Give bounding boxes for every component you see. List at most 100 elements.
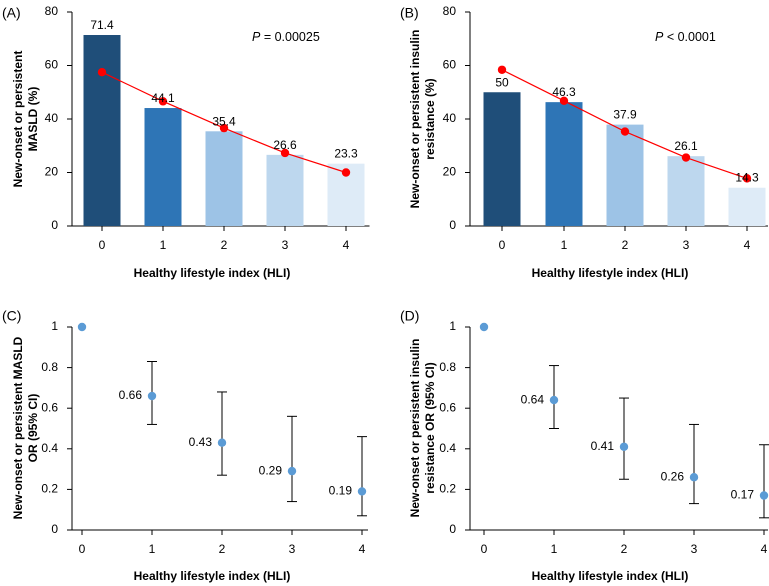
- x-axis-title: Healthy lifestyle index (HLI): [134, 266, 291, 280]
- y-tick-label: 20: [443, 165, 457, 179]
- data-label: 14.3: [735, 171, 759, 185]
- y-tick-label: 80: [443, 4, 457, 18]
- error-bar-hli-3: [689, 423, 699, 505]
- trend-point: [681, 153, 691, 162]
- bar-hli-1: [545, 102, 583, 226]
- x-tick-label: 4: [343, 238, 350, 252]
- data-label: 26.6: [273, 138, 297, 152]
- y-tick-label: 60: [443, 58, 457, 72]
- y-axis-title: New-onset or persistent insulinresistanc…: [408, 339, 437, 518]
- bar-hli-2: [205, 131, 243, 226]
- bar-hli-0: [483, 92, 521, 226]
- data-label: 0.41: [591, 439, 615, 453]
- y-tick-label: 0.2: [439, 482, 456, 496]
- data-label: 0.43: [189, 435, 213, 449]
- y-tick-label: 40: [443, 111, 457, 125]
- data-label: 0.26: [661, 469, 685, 483]
- x-tick-label: 2: [622, 238, 629, 252]
- y-tick-label: 40: [45, 111, 59, 125]
- y-axis-title-line: New-onset or persistent: [11, 51, 25, 188]
- y-tick-label: 80: [45, 4, 59, 18]
- y-tick-label: 1: [449, 319, 456, 333]
- chart-panel-b: (B) 0 20 40 60 80 0 1 2 3 4 Healthy lifestyle index…: [400, 4, 768, 280]
- chart-panel-c: (C) 0 0.2 0.4 0.6 0.8 1 0 1 2 3 4 Healthy lifestyle …: [2, 308, 368, 583]
- x-tick-label: 0: [79, 542, 86, 556]
- trend-point: [97, 67, 107, 77]
- or-point-hli-0: [479, 322, 489, 332]
- data-label: 37.9: [613, 108, 637, 122]
- p-value-annotation: P < 0.0001: [655, 30, 716, 44]
- y-tick-label: 0: [51, 218, 58, 232]
- x-tick-label: 3: [289, 542, 296, 556]
- x-tick-label: 3: [691, 542, 698, 556]
- panel-label: (D): [400, 308, 419, 324]
- or-point-hli-3: [287, 466, 297, 476]
- data-label: 0.19: [329, 484, 353, 498]
- y-axis-title-line: MASLD (%): [26, 87, 40, 152]
- or-point-hli-0: [77, 322, 87, 332]
- y-tick-label: 0: [51, 522, 58, 536]
- y-axis-title: New-onset or persistent MASLDOR (95% CI): [11, 336, 40, 519]
- panel-label: (A): [2, 5, 21, 21]
- bar-hli-1: [144, 108, 182, 226]
- y-tick-label: 0.4: [41, 441, 58, 455]
- data-label: 35.4: [212, 114, 236, 128]
- trend-point: [219, 123, 229, 133]
- trend-point: [620, 127, 630, 136]
- data-label: 26.1: [674, 139, 698, 153]
- y-tick-label: 0.8: [439, 360, 456, 374]
- x-axis-title: Healthy lifestyle index (HLI): [532, 569, 689, 583]
- data-label: 0.29: [259, 463, 283, 477]
- data-label: 71.4: [90, 18, 114, 32]
- y-tick-label: 0.2: [41, 482, 58, 496]
- error-bar-hli-4: [357, 436, 367, 517]
- y-tick-label: 1: [51, 319, 58, 333]
- data-label: 0.66: [119, 388, 143, 402]
- y-tick-label: 60: [45, 58, 59, 72]
- y-axis-title: New-onset or persistent insulinresistanc…: [408, 30, 437, 209]
- y-tick-label: 0: [449, 218, 456, 232]
- p-symbol: P: [252, 30, 261, 44]
- y-axis-title-line: New-onset or persistent MASLD: [11, 336, 25, 519]
- data-label: 44.1: [151, 91, 175, 105]
- y-axis-title-line: resistance (%): [423, 78, 437, 159]
- y-axis-title-line: resistance OR (95% CI): [423, 362, 437, 493]
- x-axis-title: Healthy lifestyle index (HLI): [134, 569, 291, 583]
- x-tick-label: 1: [160, 238, 167, 252]
- x-tick-label: 1: [551, 542, 558, 556]
- or-point-hli-4: [357, 487, 367, 496]
- y-tick-label: 0.6: [439, 400, 456, 414]
- x-tick-label: 3: [683, 238, 690, 252]
- bar-hli-4: [728, 187, 766, 226]
- chart-panel-a: (A) 0 20 40 60 80 0 1 2 3 4 Healthy lifestyle index…: [2, 4, 370, 280]
- y-tick-label: 0.8: [41, 360, 58, 374]
- data-label: 23.3: [334, 147, 358, 161]
- error-bar-hli-4: [759, 444, 769, 519]
- data-label: 50: [495, 75, 509, 89]
- x-tick-label: 0: [99, 238, 106, 252]
- x-tick-label: 0: [499, 238, 506, 252]
- p-value: < 0.0001: [663, 30, 716, 44]
- trend-point: [497, 65, 507, 74]
- error-bar-hli-2: [217, 391, 227, 476]
- y-axis-title-line: New-onset or persistent insulin: [408, 30, 422, 209]
- trend-point: [341, 168, 351, 177]
- x-tick-label: 2: [621, 542, 628, 556]
- x-tick-label: 4: [744, 238, 751, 252]
- x-tick-label: 1: [149, 542, 156, 556]
- bar-hli-0: [83, 35, 121, 226]
- p-symbol: P: [655, 30, 664, 44]
- or-point-hli-1: [147, 391, 157, 401]
- y-tick-label: 0.6: [41, 400, 58, 414]
- x-axis-title: Healthy lifestyle index (HLI): [532, 266, 689, 280]
- bar-hli-3: [266, 154, 304, 226]
- y-axis-title-line: New-onset or persistent insulin: [408, 339, 422, 518]
- data-label: 0.17: [731, 488, 755, 502]
- chart-panel-d: (D) 0 0.2 0.4 0.6 0.8 1 0 1 2 3 4 Healthy lifestyle …: [400, 308, 769, 583]
- x-tick-label: 2: [221, 238, 228, 252]
- data-label: 0.64: [521, 392, 545, 406]
- bar-hli-2: [606, 124, 644, 226]
- panel-label: (C): [2, 308, 21, 324]
- x-tick-label: 2: [219, 542, 226, 556]
- or-point-hli-2: [619, 442, 629, 451]
